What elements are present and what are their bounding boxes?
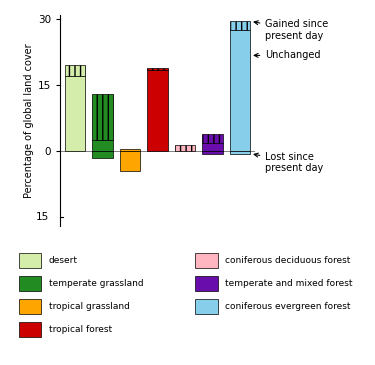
Text: tropical grassland: tropical grassland <box>49 302 130 311</box>
Text: temperate and mixed forest: temperate and mixed forest <box>225 279 352 288</box>
Bar <box>92 151 113 158</box>
FancyBboxPatch shape <box>19 322 41 337</box>
Bar <box>175 145 195 151</box>
Bar <box>147 68 168 70</box>
FancyBboxPatch shape <box>19 276 41 291</box>
Bar <box>230 151 250 154</box>
Text: Unchanged: Unchanged <box>254 50 321 60</box>
Bar <box>65 65 86 76</box>
Text: desert: desert <box>49 256 78 265</box>
Bar <box>92 140 113 151</box>
Text: Lost since
present day: Lost since present day <box>254 151 324 173</box>
FancyBboxPatch shape <box>19 253 41 268</box>
Text: coniferous deciduous forest: coniferous deciduous forest <box>225 256 350 265</box>
Bar <box>202 134 223 142</box>
FancyBboxPatch shape <box>195 276 217 291</box>
Text: 15: 15 <box>36 212 49 223</box>
Bar <box>92 94 113 140</box>
Text: Gained since
present day: Gained since present day <box>254 19 328 41</box>
Bar <box>65 76 86 151</box>
Text: coniferous evergreen forest: coniferous evergreen forest <box>225 302 351 311</box>
Bar <box>202 151 223 154</box>
Bar <box>230 30 250 151</box>
FancyBboxPatch shape <box>195 253 217 268</box>
FancyBboxPatch shape <box>19 299 41 314</box>
Bar <box>120 149 140 151</box>
Text: temperate grassland: temperate grassland <box>49 279 143 288</box>
Bar <box>202 142 223 151</box>
Text: tropical forest: tropical forest <box>49 325 112 334</box>
Bar <box>147 70 168 151</box>
Y-axis label: Percentage of global land cover: Percentage of global land cover <box>24 43 33 198</box>
Bar <box>120 151 140 171</box>
FancyBboxPatch shape <box>195 299 217 314</box>
Bar <box>230 21 250 30</box>
